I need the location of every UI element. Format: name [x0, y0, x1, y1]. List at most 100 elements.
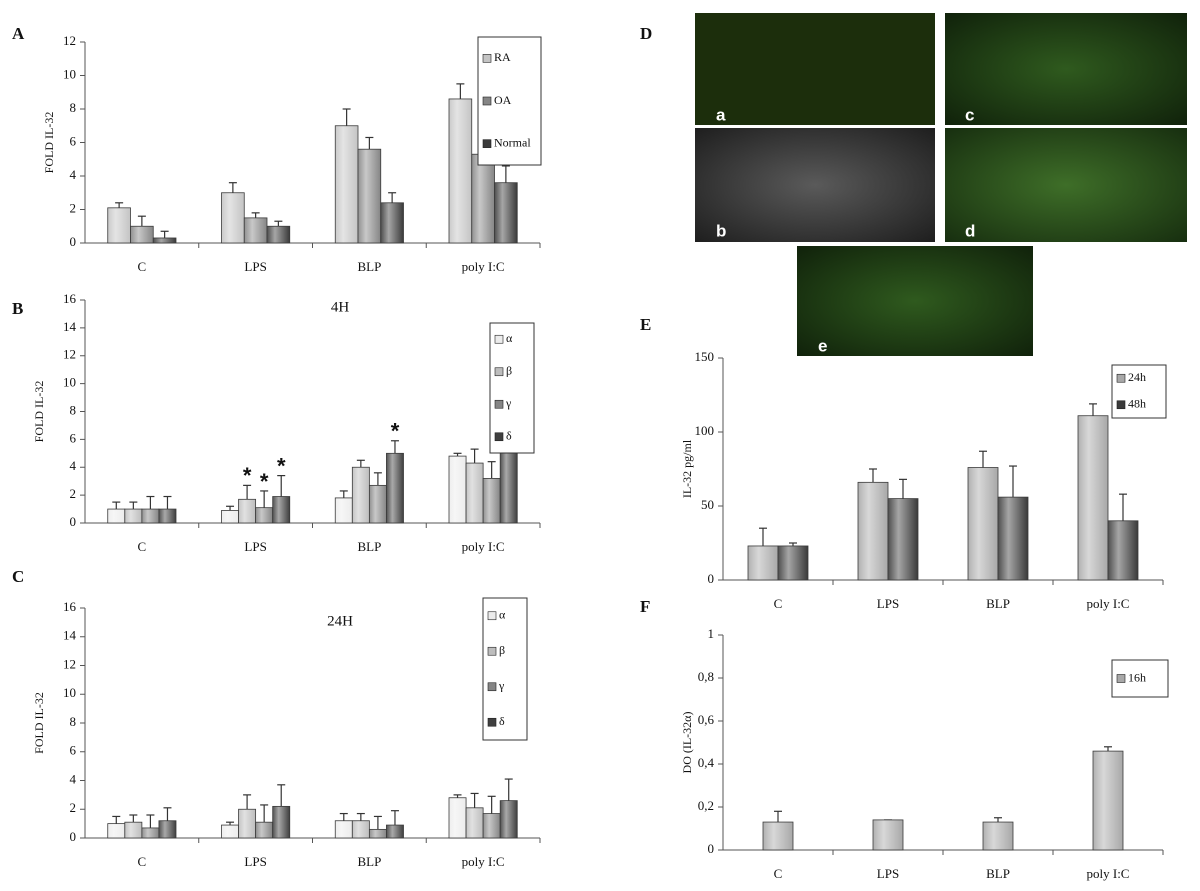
legend-label: β — [506, 364, 512, 378]
bar — [141, 508, 160, 524]
x-tick-label: poly I:C — [1087, 866, 1130, 881]
legend-swatch — [482, 54, 492, 63]
bar — [107, 508, 126, 524]
bar — [357, 148, 382, 244]
bar — [107, 207, 131, 244]
bar — [482, 813, 501, 839]
bar — [158, 508, 177, 524]
x-tick-label: poly I:C — [1087, 596, 1130, 611]
y-tick-label: 0 — [70, 514, 77, 529]
legend-label: α — [506, 331, 513, 345]
bar — [471, 153, 495, 244]
bar — [448, 455, 467, 524]
bar — [272, 805, 291, 839]
y-tick-label: 100 — [695, 423, 715, 438]
error-bar — [339, 812, 348, 821]
legend-swatch — [482, 139, 492, 148]
annotation: * — [243, 463, 252, 488]
error-bar — [277, 784, 286, 807]
legend-swatch — [487, 646, 497, 656]
bar — [386, 452, 404, 524]
y-tick-label: 8 — [70, 402, 77, 417]
legend-swatch — [494, 334, 504, 344]
error-bar — [453, 452, 462, 457]
image-label: a — [716, 105, 726, 124]
legend-swatch — [482, 96, 492, 106]
error-bar — [129, 814, 138, 823]
error-bar — [979, 450, 987, 468]
x-tick-label: C — [138, 854, 147, 869]
error-bar — [129, 501, 138, 510]
legend-box — [1111, 364, 1167, 419]
error-bar — [388, 192, 397, 203]
y-tick-label: 6 — [70, 743, 77, 758]
x-tick-label: BLP — [357, 539, 381, 554]
x-tick-label: LPS — [244, 259, 266, 274]
y-tick-label: 0,4 — [698, 755, 715, 770]
y-tick-label: 2 — [70, 200, 77, 215]
error-bar — [251, 212, 260, 218]
error-bar — [390, 810, 399, 826]
legend-label: Normal — [494, 135, 531, 149]
x-tick-label: BLP — [357, 259, 381, 274]
bar — [351, 820, 370, 839]
legend-box — [482, 597, 528, 741]
x-tick-label: poly I:C — [462, 259, 505, 274]
bar — [380, 202, 404, 244]
bar — [465, 462, 484, 524]
image-label: c — [965, 105, 974, 124]
y-axis-label: FOLD IL-32 — [42, 112, 56, 174]
bar — [997, 496, 1029, 581]
error-bar — [160, 230, 169, 238]
legend-label: RA — [494, 50, 511, 64]
y-tick-label: 2 — [70, 486, 77, 501]
x-tick-label: poly I:C — [462, 539, 505, 554]
bar — [334, 497, 353, 524]
bar — [334, 820, 353, 839]
error-bar — [277, 475, 286, 497]
y-tick-label: 16 — [63, 291, 77, 306]
bar — [221, 824, 239, 839]
y-tick-label: 10 — [63, 375, 76, 390]
bar — [887, 498, 919, 581]
bar — [243, 217, 268, 244]
legend-swatch — [494, 367, 504, 377]
y-tick-label: 12 — [63, 656, 76, 671]
error-bar — [869, 468, 877, 483]
error-bar — [112, 815, 121, 824]
bar — [499, 800, 518, 839]
bar — [130, 225, 154, 244]
annotation: * — [260, 469, 269, 494]
y-tick-label: 4 — [70, 167, 77, 182]
x-tick-label: LPS — [877, 596, 899, 611]
bar — [368, 828, 387, 839]
error-bar — [356, 812, 365, 821]
bar — [762, 821, 794, 851]
legend-box — [489, 322, 535, 454]
bar — [967, 467, 999, 581]
micrograph — [945, 128, 1187, 242]
annotation: * — [277, 453, 286, 478]
legend-label: 48h — [1128, 397, 1146, 411]
legend-label: γ — [505, 396, 512, 410]
error-bar — [1009, 465, 1017, 498]
x-tick-label: LPS — [877, 866, 899, 881]
x-tick-label: BLP — [357, 854, 381, 869]
x-tick-label: LPS — [244, 854, 266, 869]
error-bar — [899, 478, 907, 499]
legend-swatch — [487, 717, 497, 727]
error-bar — [373, 815, 382, 830]
error-bar — [470, 448, 479, 464]
panel-letter: D — [640, 24, 652, 43]
error-bar — [356, 459, 365, 468]
image-label: b — [716, 221, 726, 240]
bar — [238, 498, 257, 524]
bar — [1077, 415, 1109, 581]
bar — [272, 496, 291, 524]
x-tick-label: LPS — [244, 539, 266, 554]
legend-swatch — [1116, 400, 1126, 410]
y-tick-label: 10 — [63, 685, 76, 700]
bar — [482, 477, 501, 524]
y-tick-label: 4 — [70, 458, 77, 473]
error-bar — [504, 778, 513, 801]
